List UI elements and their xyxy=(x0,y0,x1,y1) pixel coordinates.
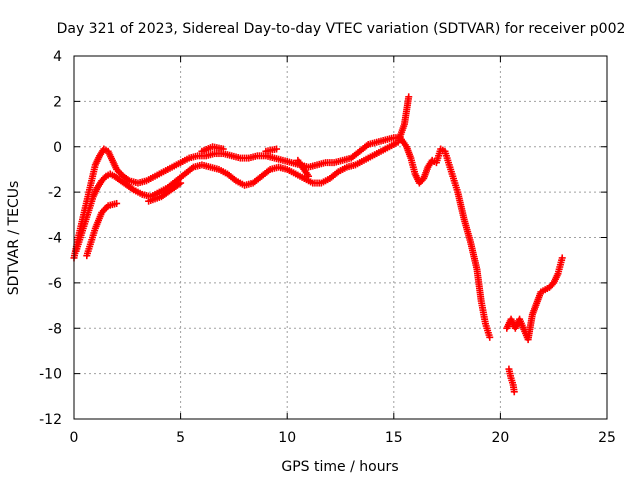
y-tick-label: 4 xyxy=(53,49,62,65)
grid xyxy=(74,56,607,419)
y-tick-label: -12 xyxy=(39,412,62,428)
data-point xyxy=(486,333,494,341)
y-tick-label: -8 xyxy=(48,321,62,337)
data-point xyxy=(558,254,566,262)
y-tick-labels: -12 -10 -8 -6 -4 -2 0 2 4 xyxy=(39,49,62,428)
data-point xyxy=(113,199,121,207)
x-tick-labels: 0 5 10 15 20 25 xyxy=(70,430,616,446)
chart-title: Day 321 of 2023, Sidereal Day-to-day VTE… xyxy=(57,21,626,37)
x-tick-label: 10 xyxy=(278,430,296,446)
data-points xyxy=(70,93,566,396)
data-point xyxy=(510,388,518,396)
data-point xyxy=(101,174,109,182)
y-axis-label: SDTVAR / TECUs xyxy=(6,181,22,296)
data-point xyxy=(177,179,185,187)
x-tick-label: 25 xyxy=(598,430,616,446)
y-tick-label: 2 xyxy=(53,94,62,110)
data-point xyxy=(305,172,313,180)
data-point xyxy=(273,145,281,153)
y-tick-label: -4 xyxy=(48,231,62,247)
data-point xyxy=(219,145,227,153)
y-tick-label: 0 xyxy=(53,140,62,156)
x-tick-label: 0 xyxy=(70,430,79,446)
plot-frame xyxy=(73,55,608,420)
x-axis-label: GPS time / hours xyxy=(281,459,398,475)
x-tick-label: 20 xyxy=(491,430,509,446)
x-tick-label: 15 xyxy=(385,430,403,446)
data-point xyxy=(405,93,413,101)
y-tick-label: -2 xyxy=(48,185,62,201)
y-tick-label: -10 xyxy=(39,367,62,383)
y-tick-label: -6 xyxy=(48,276,62,292)
x-tick-label: 5 xyxy=(176,430,185,446)
